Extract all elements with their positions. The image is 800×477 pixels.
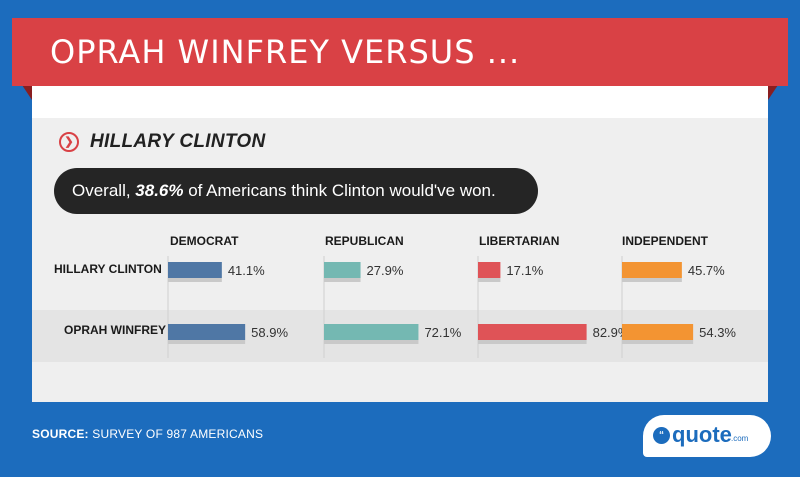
column-header-independent: INDEPENDENT xyxy=(622,234,709,248)
column-header-libertarian: LIBERTARIAN xyxy=(479,234,560,248)
logo-name: quote xyxy=(672,422,732,447)
bar-label-oprah-winfrey-republican: 72.1% xyxy=(424,325,461,340)
bar-shadow-oprah-winfrey-republican xyxy=(324,340,419,344)
bar-chart: 41.1% 27.9% 17.1% 45.7% 58.9% 72.1% 82.9% 54.3% xyxy=(167,256,736,358)
bar-oprah-winfrey-libertarian xyxy=(478,324,587,340)
bar-shadow-oprah-winfrey-libertarian xyxy=(478,340,587,344)
source-label: SOURCE: xyxy=(32,427,89,441)
chart-card: ❯ HILLARY CLINTON Overall, 38.6% of Amer… xyxy=(32,86,768,402)
bar-hillary-clinton-independent xyxy=(622,262,682,278)
bar-hillary-clinton-libertarian xyxy=(478,262,501,278)
overall-suffix: of Americans think Clinton would've won. xyxy=(183,181,496,200)
overall-percent: 38.6% xyxy=(135,181,184,200)
logo-suffix: .com xyxy=(731,434,749,443)
bar-label-hillary-clinton-democrat: 41.1% xyxy=(228,263,265,278)
bar-label-oprah-winfrey-democrat: 58.9% xyxy=(251,325,288,340)
bar-shadow-oprah-winfrey-independent xyxy=(622,340,694,344)
column-header-democrat: DEMOCRAT xyxy=(170,234,239,248)
bar-hillary-clinton-republican xyxy=(324,262,361,278)
chevron-right-circle-icon: ❯ xyxy=(59,132,79,152)
bar-label-hillary-clinton-republican: 27.9% xyxy=(367,263,404,278)
bar-shadow-hillary-clinton-independent xyxy=(622,278,682,282)
source-text: SURVEY OF 987 AMERICANS xyxy=(88,427,264,441)
bar-oprah-winfrey-republican xyxy=(324,324,419,340)
row-header-winfrey: OPRAH WINFREY xyxy=(64,323,166,337)
bar-label-oprah-winfrey-independent: 54.3% xyxy=(699,325,736,340)
source-note: SOURCE: SURVEY OF 987 AMERICANS xyxy=(32,427,263,441)
bar-hillary-clinton-democrat xyxy=(168,262,222,278)
bar-shadow-hillary-clinton-democrat xyxy=(168,278,222,282)
overall-callout: Overall, 38.6% of Americans think Clinto… xyxy=(54,168,538,214)
quote-logo[interactable]: “ quote .com xyxy=(643,415,771,457)
page-title: OPRAH WINFREY VERSUS ... xyxy=(12,18,788,86)
bar-label-hillary-clinton-independent: 45.7% xyxy=(688,263,725,278)
row-header-clinton: HILLARY CLINTON xyxy=(54,262,162,276)
quote-bubble-icon: “ xyxy=(653,427,670,444)
bar-shadow-hillary-clinton-republican xyxy=(324,278,361,282)
chart-panel: ❯ HILLARY CLINTON Overall, 38.6% of Amer… xyxy=(32,118,768,402)
bar-shadow-hillary-clinton-libertarian xyxy=(478,278,501,282)
column-header-republican: REPUBLICAN xyxy=(325,234,404,248)
bar-oprah-winfrey-independent xyxy=(622,324,694,340)
bar-shadow-oprah-winfrey-democrat xyxy=(168,340,246,344)
subject-title: HILLARY CLINTON xyxy=(90,131,266,152)
bar-oprah-winfrey-democrat xyxy=(168,324,246,340)
bar-label-hillary-clinton-libertarian: 17.1% xyxy=(506,263,543,278)
overall-prefix: Overall, xyxy=(72,181,136,200)
bar-label-oprah-winfrey-libertarian: 82.9% xyxy=(593,325,630,340)
